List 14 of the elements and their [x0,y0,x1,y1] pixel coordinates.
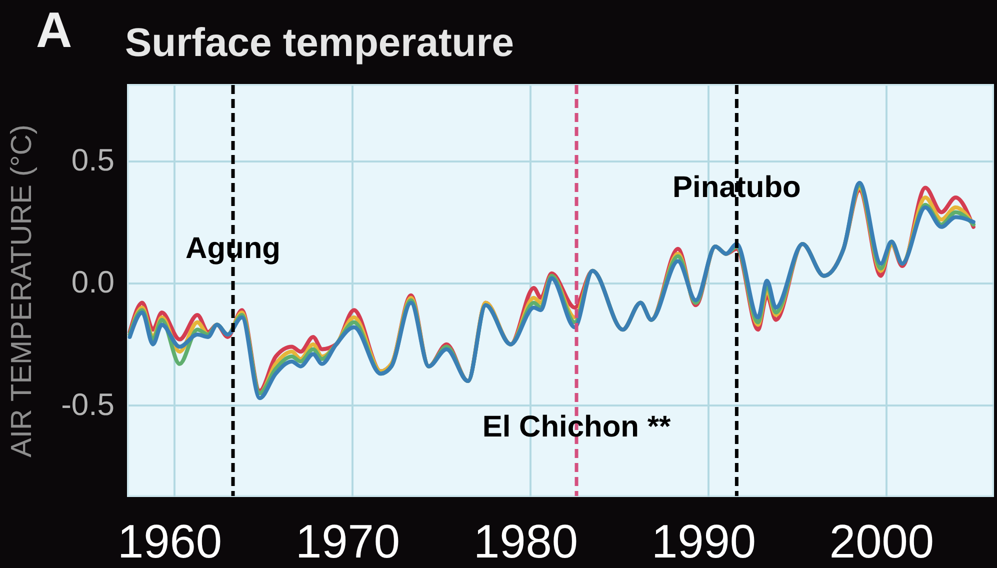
annotation: Agung [186,232,280,265]
y-tick-label: -0.5 [61,386,114,422]
text: A [36,2,72,58]
y-axis-title: AIR TEMPERATURE (°C) [6,124,38,458]
x-tick-label: 1970 [295,514,400,568]
x-tick-label: 1980 [473,514,578,568]
x-tick-label: 1960 [117,514,222,568]
x-tick-label: 1990 [651,514,756,568]
annotation: Pinatubo [672,170,801,204]
y-tick-label: 0.0 [71,264,114,300]
chart-title: Surface temperature [125,21,514,65]
y-tick-label: 0.5 [71,142,114,178]
annotation: El Chichon ** [482,410,672,444]
x-tick-label: 2000 [829,514,934,568]
